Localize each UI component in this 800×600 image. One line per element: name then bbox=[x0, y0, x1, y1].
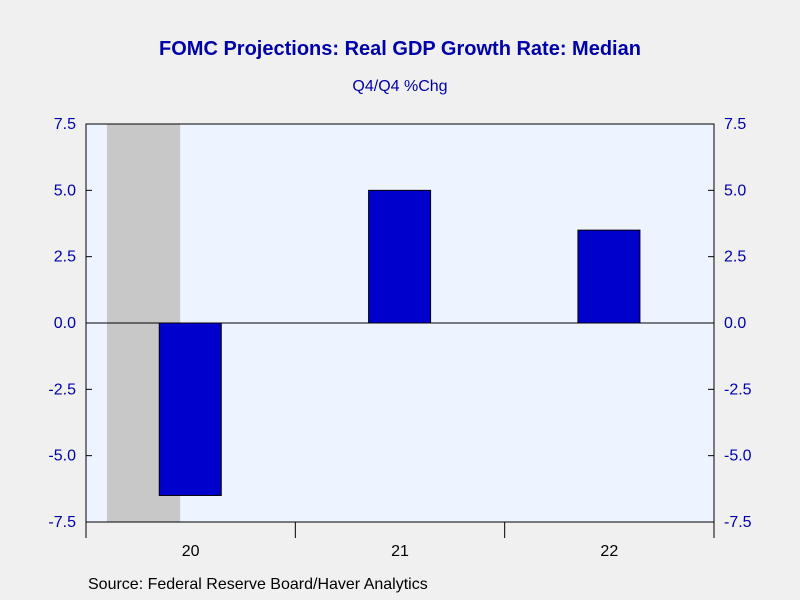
chart-subtitle: Q4/Q4 %Chg bbox=[352, 78, 448, 95]
x-tick-label: 20 bbox=[182, 543, 200, 560]
left-y-tick-label: -2.5 bbox=[48, 381, 76, 398]
left-y-tick-label: 2.5 bbox=[54, 249, 76, 266]
left-y-tick-label: 5.0 bbox=[54, 182, 76, 199]
axes-group: 7.5 7.5 5.0 5.0 2.5 2.5 0.0 0.0 -2.5 -2.5 -5.0 -5.0… bbox=[48, 116, 751, 560]
bar-22 bbox=[577, 229, 641, 324]
right-y-tick-label: 0.0 bbox=[724, 315, 746, 332]
right-y-tick-label: 2.5 bbox=[724, 249, 746, 266]
left-y-tick-label: 7.5 bbox=[54, 116, 76, 133]
x-tick-label: 21 bbox=[391, 543, 409, 560]
right-y-tick-label: -2.5 bbox=[724, 381, 752, 398]
bars-group bbox=[158, 189, 641, 496]
right-y-tick-label: 7.5 bbox=[724, 116, 746, 133]
left-y-tick-label: -5.0 bbox=[48, 448, 76, 465]
left-y-tick-label: -7.5 bbox=[48, 514, 76, 531]
left-y-tick-label: 0.0 bbox=[54, 315, 76, 332]
bar-20 bbox=[158, 322, 222, 496]
chart-title: FOMC Projections: Real GDP Growth Rate: … bbox=[159, 38, 641, 60]
right-y-tick-label: -5.0 bbox=[724, 448, 752, 465]
right-y-tick-label: -7.5 bbox=[724, 514, 752, 531]
right-y-tick-label: 5.0 bbox=[724, 182, 746, 199]
bar-21 bbox=[368, 189, 432, 324]
x-tick-label: 22 bbox=[600, 543, 618, 560]
source-note: Source: Federal Reserve Board/Haver Anal… bbox=[88, 576, 428, 593]
